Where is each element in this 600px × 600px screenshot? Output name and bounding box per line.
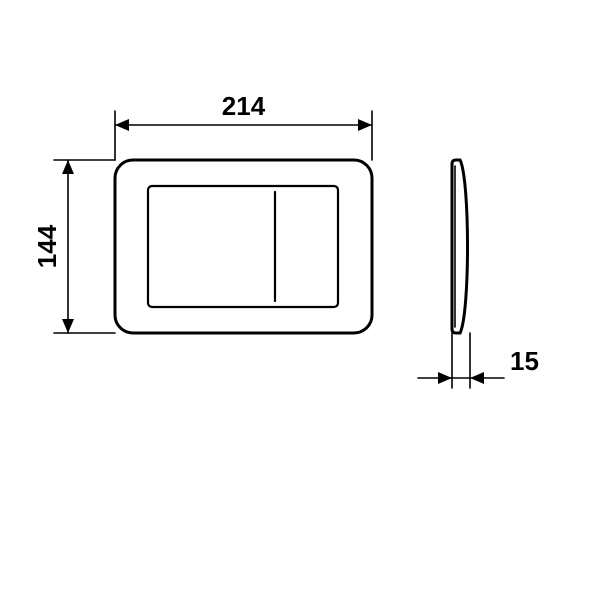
inner-panel — [148, 186, 338, 307]
dimension-depth-label: 15 — [510, 346, 539, 376]
dimension-height-label: 144 — [32, 224, 62, 268]
dimension-width-label: 214 — [222, 91, 266, 121]
